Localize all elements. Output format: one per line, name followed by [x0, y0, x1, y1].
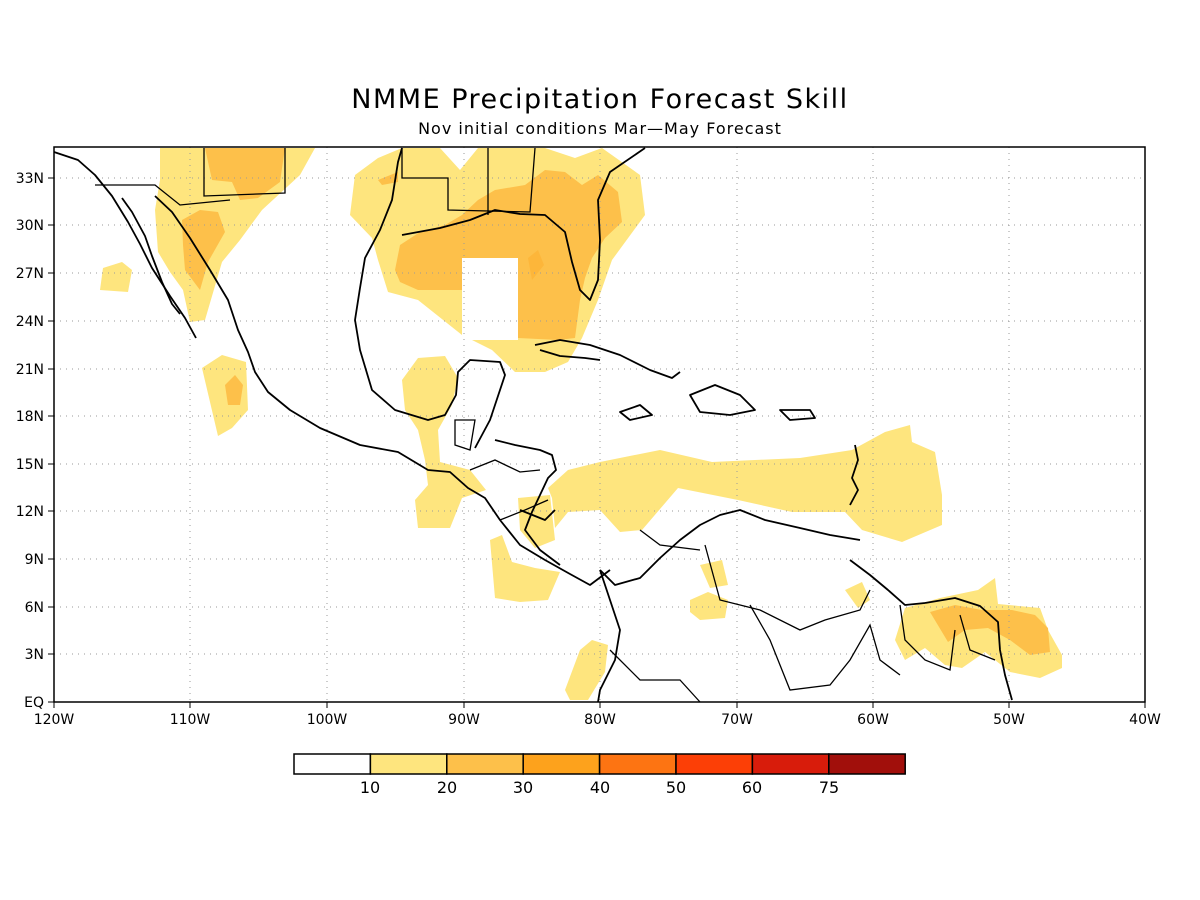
colorbar-label-30: 30	[513, 778, 533, 797]
lat-label-15n: 15N	[16, 457, 44, 473]
colorbar-label-20: 20	[437, 778, 457, 797]
colorbar-label-60: 60	[742, 778, 762, 797]
colorbar-label-75: 75	[819, 778, 839, 797]
colorbar-label-40: 40	[590, 778, 610, 797]
country-borders	[95, 147, 996, 703]
lon-label-120w: 120W	[34, 712, 75, 728]
colorbar-swatch	[293, 753, 372, 775]
lon-label-110w: 110W	[170, 712, 211, 728]
lat-label-12n: 12N	[16, 504, 44, 520]
colorbar-swatch	[522, 753, 601, 775]
axis-ticks	[48, 177, 1146, 708]
lat-label-6n: 6N	[25, 600, 44, 616]
colorbar-swatch	[446, 753, 524, 775]
lon-labels: 120W 110W 100W 90W 80W 70W 60W 50W 40W	[34, 712, 1161, 728]
map-grid	[54, 147, 1145, 702]
colorbar-swatch	[828, 753, 906, 775]
lat-label-33n: 33N	[16, 171, 44, 187]
colorbar-labels: 10 20 30 40 50 60 75	[360, 778, 839, 797]
lat-label-27n: 27N	[16, 266, 44, 282]
lat-label-21n: 21N	[16, 362, 44, 378]
coastlines	[53, 147, 1013, 703]
lon-label-50w: 50W	[993, 712, 1025, 728]
lat-label-18n: 18N	[16, 409, 44, 425]
colorbar-swatch	[675, 753, 754, 775]
lat-label-30n: 30N	[16, 218, 44, 234]
lat-labels: EQ 3N 6N 9N 12N 15N 18N 21N 24N 27N 30N …	[16, 171, 44, 711]
lon-label-70w: 70W	[721, 712, 753, 728]
colorbar-label-10: 10	[360, 778, 380, 797]
map-title: NMME Precipitation Forecast Skill	[351, 84, 849, 115]
skill-shading-30-40	[528, 250, 544, 280]
lat-label-3n: 3N	[25, 647, 44, 663]
map-subtitle: Nov initial conditions Mar—May Forecast	[418, 119, 782, 138]
lon-label-90w: 90W	[448, 712, 480, 728]
lon-label-80w: 80W	[584, 712, 616, 728]
skill-shading-20-30	[182, 148, 1050, 655]
colorbar	[293, 753, 906, 775]
colorbar-swatch	[751, 753, 830, 775]
lat-label-24n: 24N	[16, 314, 44, 330]
lat-label-eq: EQ	[24, 695, 44, 711]
lon-label-40w: 40W	[1129, 712, 1161, 728]
lon-label-60w: 60W	[857, 712, 889, 728]
colorbar-swatch	[369, 753, 448, 775]
colorbar-swatch	[598, 753, 677, 775]
lon-label-100w: 100W	[307, 712, 348, 728]
colorbar-label-50: 50	[666, 778, 686, 797]
lat-label-9n: 9N	[25, 552, 44, 568]
masked-region	[462, 258, 518, 340]
